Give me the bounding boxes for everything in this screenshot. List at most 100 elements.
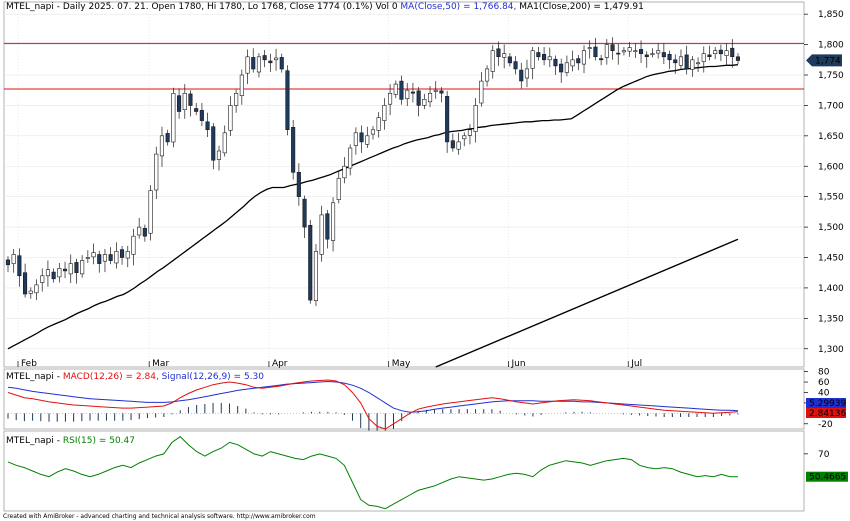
- candle-body: [644, 54, 649, 58]
- price-tick-label: 1,850: [818, 10, 844, 20]
- candle-body: [285, 70, 290, 130]
- signal-badge-label: 5.29939: [809, 399, 846, 409]
- macd-lines: [7, 379, 739, 430]
- candle-body: [359, 132, 364, 143]
- candle-body: [102, 254, 107, 262]
- price-header-prefix: MTEL_napi - Daily 2025. 07. 21. Open 178…: [6, 2, 400, 12]
- candle-body: [51, 271, 56, 280]
- candle-body: [262, 55, 267, 61]
- candle-body: [416, 90, 421, 106]
- price-tick-label: 1,300: [818, 345, 844, 355]
- candle-body: [97, 254, 102, 264]
- candle-body: [718, 49, 723, 55]
- candle-body: [228, 105, 233, 131]
- candle-body: [62, 268, 68, 272]
- candle-body: [690, 59, 695, 70]
- candle-body: [154, 153, 159, 191]
- price-tick-label: 1,750: [818, 71, 844, 81]
- ma50-path: [7, 64, 739, 350]
- candle-body: [661, 52, 666, 58]
- candle-body: [40, 275, 45, 283]
- candle-body: [604, 44, 609, 58]
- month-label: Jun: [510, 359, 525, 369]
- candle-body: [730, 47, 735, 58]
- candle-body: [724, 50, 729, 56]
- candle-body: [541, 53, 547, 61]
- candle-body: [199, 110, 204, 121]
- candle-body: [251, 57, 256, 70]
- candle-body: [353, 132, 358, 146]
- candle-body: [633, 50, 638, 53]
- signal-path: [7, 380, 739, 413]
- month-label: Jul: [630, 359, 642, 369]
- candle-body: [171, 93, 176, 143]
- rsi-path: [7, 436, 738, 510]
- ma200-line: [435, 238, 739, 368]
- candle-body: [211, 126, 216, 161]
- candle-body: [735, 56, 741, 61]
- macd-path: [7, 379, 739, 430]
- rsi-y-axis: 70: [804, 450, 830, 460]
- candle-body: [570, 59, 575, 67]
- price-y-axis: 1,300 1,350 1,400 1,450 1,500 1,550 1,600 1,650…: [804, 10, 844, 355]
- macd-tick-label: -20: [818, 420, 833, 430]
- candle-body: [587, 47, 592, 49]
- candle-body: [410, 91, 416, 94]
- ma50-line: [7, 64, 739, 350]
- candle-body: [45, 269, 51, 277]
- candle-body: [576, 58, 581, 64]
- macd-header: MTEL_napi - MACD(12,26) = 2.84, Signal(1…: [6, 372, 264, 382]
- price-frame: [3, 1, 805, 368]
- candle-body: [707, 54, 712, 58]
- candle-body: [667, 53, 672, 61]
- last-price-badge-label: 1,774: [815, 56, 841, 66]
- candle-body: [547, 56, 552, 61]
- candle-body: [342, 165, 347, 179]
- candle-body: [142, 228, 147, 237]
- price-tick-label: 1,450: [818, 254, 844, 264]
- candle-body: [530, 50, 535, 69]
- rsi-badge-label: 50.4665: [809, 473, 846, 483]
- candle-body: [393, 83, 398, 95]
- macd-tick-label: 40: [818, 388, 830, 398]
- candle-body: [599, 58, 604, 61]
- candle-body: [673, 59, 678, 64]
- candle-body: [222, 132, 227, 154]
- rsi-header-prefix: MTEL_napi -: [6, 436, 63, 446]
- rsi-badge-shape: [806, 471, 848, 482]
- candle-body: [399, 80, 404, 100]
- last-price-badge-shape: [806, 54, 842, 67]
- macd-badge-label: 2.84136: [809, 409, 846, 419]
- candle-body: [473, 105, 478, 132]
- price-tick-label: 1,800: [818, 41, 844, 51]
- candle-body: [445, 96, 450, 143]
- candle-body: [422, 99, 427, 106]
- rsi-line: [7, 436, 738, 510]
- rsi-badge: 50.4665: [806, 471, 848, 483]
- candle-body: [627, 47, 632, 52]
- candle-body: [188, 93, 193, 106]
- candle-body: [427, 93, 433, 103]
- candle-body: [125, 251, 130, 259]
- candle-body: [564, 62, 569, 73]
- signal-badge-shape: [806, 398, 846, 408]
- candle-body: [17, 255, 22, 277]
- month-label: Feb: [21, 359, 37, 369]
- candle-body: [387, 93, 393, 105]
- price-tick-label: 1,700: [818, 101, 844, 111]
- macd-tick-label: 60: [818, 378, 830, 388]
- candle-body: [519, 69, 524, 82]
- candle-body: [268, 60, 273, 64]
- month-label: Apr: [272, 359, 288, 369]
- candle-body: [74, 262, 79, 273]
- candle-body: [581, 50, 587, 65]
- candle-body: [462, 135, 467, 140]
- price-tick-label: 1,600: [818, 162, 844, 172]
- candle-body: [616, 52, 621, 55]
- candle-body: [80, 260, 85, 275]
- candle-body: [701, 53, 706, 62]
- candle-body: [496, 48, 501, 57]
- candle-body: [216, 150, 221, 160]
